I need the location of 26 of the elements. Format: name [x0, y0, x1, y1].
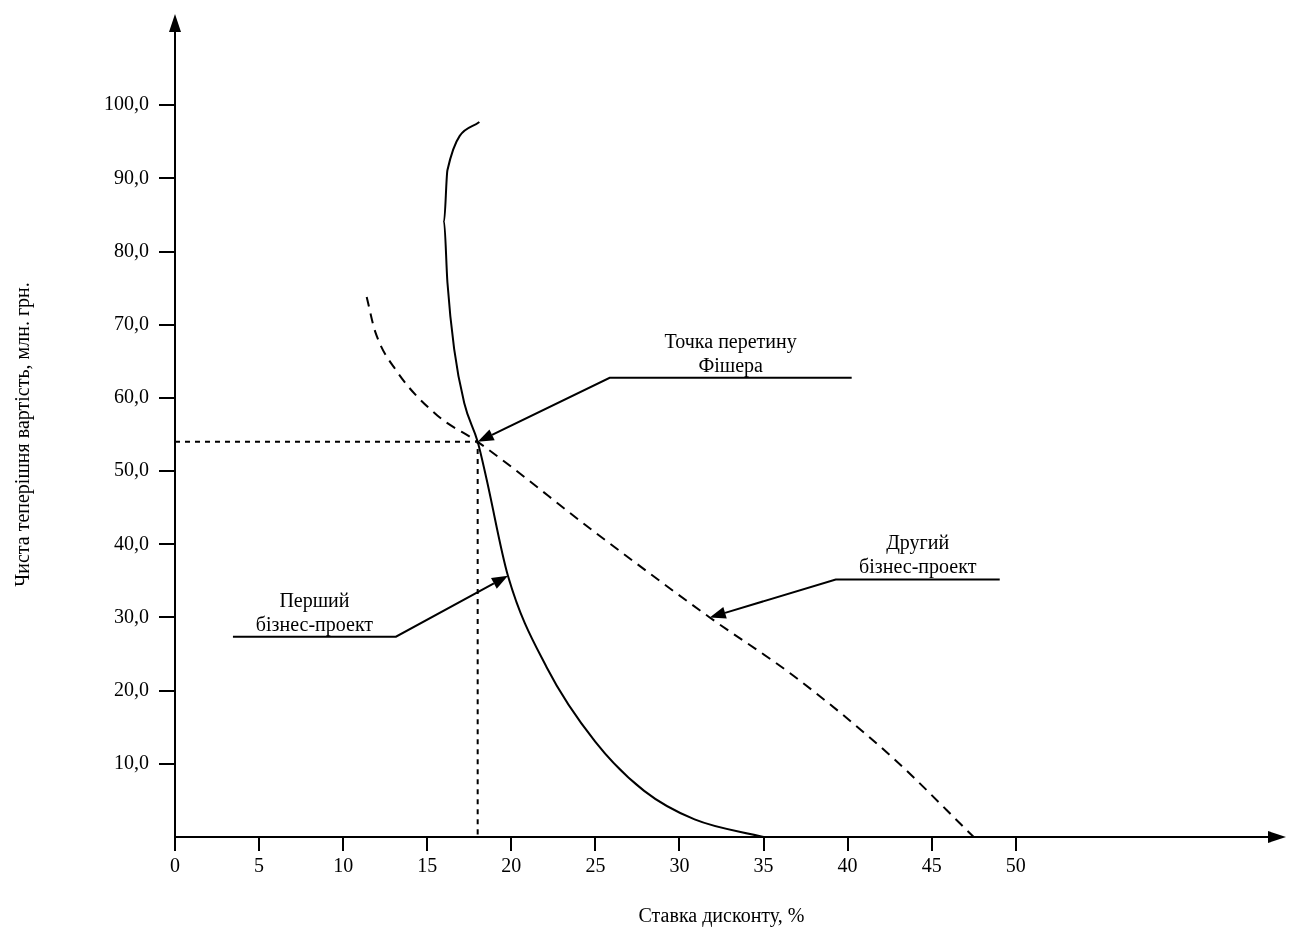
x-tick-label: 5	[254, 854, 265, 877]
y-tick-label: 30,0	[114, 604, 149, 627]
y-tick-label: 50,0	[114, 458, 149, 481]
x-axis-title: Ставка дисконту, %	[638, 904, 805, 928]
x-tick-label: 10	[333, 854, 354, 877]
x-tick-label: 50	[1005, 854, 1026, 877]
annotation: Другий бізнес-проект	[859, 531, 977, 579]
y-tick-label: 20,0	[114, 677, 149, 700]
y-tick-label: 100,0	[104, 92, 149, 115]
y-tick-label: 90,0	[114, 165, 149, 188]
y-axis-title: Чиста теперішня вартість, млн. грн.	[11, 282, 35, 587]
x-tick-label: 45	[921, 854, 942, 877]
x-tick-label: 30	[669, 854, 690, 877]
annotation: Точка перетину Фішера	[664, 329, 797, 377]
annotation: Перший бізнес-проект	[255, 588, 374, 636]
y-tick-label: 70,0	[114, 311, 149, 334]
y-tick-label: 10,0	[114, 751, 149, 774]
x-tick-label: 25	[585, 854, 606, 877]
x-tick-label: 35	[753, 854, 774, 877]
x-tick-label: 15	[417, 854, 438, 877]
x-tick-label: 20	[501, 854, 522, 877]
x-tick-label: 0	[170, 854, 180, 877]
y-tick-label: 60,0	[114, 385, 149, 408]
y-tick-label: 40,0	[114, 531, 149, 554]
y-tick-label: 80,0	[114, 238, 149, 261]
x-tick-label: 40	[837, 854, 858, 877]
